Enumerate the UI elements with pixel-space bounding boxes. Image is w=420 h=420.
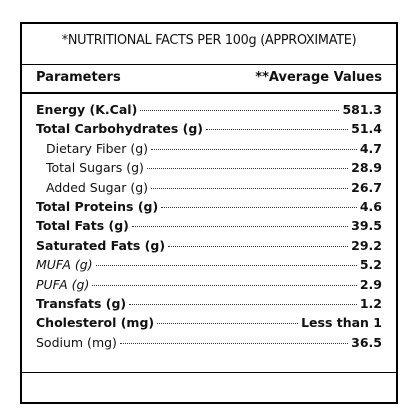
nutrient-name: PUFA (g): [36, 276, 90, 292]
leader-dots: [168, 245, 349, 247]
nutrient-row: PUFA (g) 2.9: [36, 277, 382, 296]
nutrient-row: Total Proteins (g) 4.6: [36, 199, 382, 218]
nutrient-name: MUFA (g): [36, 257, 93, 273]
nutrient-row: Total Carbohydrates (g) 51.4: [36, 121, 382, 140]
leader-dots: [92, 284, 357, 286]
rows: Energy (K.Cal) 581.3 Total Carbohydrates (…: [36, 102, 382, 354]
nutrient-row: Transfats (g) 1.2: [36, 296, 382, 315]
nutrition-label: *NUTRITIONAL FACTS PER 100g (APPROXIMATE…: [20, 22, 398, 404]
nutrient-value: 4.6: [359, 198, 382, 214]
nutrient-name: Total Sugars (g): [46, 160, 144, 176]
nutrient-value: 1.2: [359, 295, 382, 311]
column-header: Parameters **Average Values: [36, 70, 382, 85]
divider: [22, 92, 396, 94]
leader-dots: [151, 148, 357, 150]
nutrient-value: 36.5: [351, 334, 382, 350]
nutrient-row: Energy (K.Cal) 581.3: [36, 102, 382, 121]
nutrient-row: MUFA (g) 5.2: [36, 257, 382, 276]
nutrient-row: Saturated Fats (g) 29.2: [36, 238, 382, 257]
nutrient-name: Total Carbohydrates (g): [36, 121, 204, 137]
nutrient-name: Sodium (mg): [36, 334, 117, 350]
nutrient-row: Added Sugar (g) 26.7: [36, 180, 382, 199]
nutrient-value: 39.5: [351, 218, 382, 234]
nutrient-value: 2.9: [359, 276, 382, 292]
nutrient-row: Sodium (mg) 36.5: [36, 335, 382, 354]
nutrient-value: 28.9: [351, 160, 382, 176]
nutrient-row: Total Sugars (g) 28.9: [36, 160, 382, 179]
nutrient-value: 26.7: [351, 179, 382, 195]
nutrient-row: Dietary Fiber (g) 4.7: [36, 141, 382, 160]
leader-dots: [119, 342, 349, 344]
title: *NUTRITIONAL FACTS PER 100g (APPROXIMATE…: [61, 32, 357, 48]
leader-dots: [131, 226, 349, 228]
divider: [22, 64, 396, 65]
column-label: Parameters: [36, 70, 121, 85]
nutrient-name: Cholesterol (mg): [36, 315, 155, 331]
nutrient-row: Total Fats (g) 39.5: [36, 218, 382, 237]
leader-dots: [151, 187, 349, 189]
nutrient-name: Saturated Fats (g): [36, 237, 166, 253]
nutrient-name: Dietary Fiber (g): [46, 140, 149, 156]
leader-dots: [157, 323, 299, 325]
divider: [22, 372, 396, 373]
nutrient-name: Total Fats (g): [36, 218, 129, 234]
leader-dots: [206, 129, 349, 131]
nutrient-value: 581.3: [342, 102, 382, 117]
leader-dots: [129, 303, 357, 305]
leader-dots: [161, 206, 357, 208]
column-label: **Average Values: [255, 70, 382, 85]
nutrient-row: Cholesterol (mg) Less than 1: [36, 315, 382, 334]
nutrient-value: 51.4: [351, 121, 382, 137]
nutrient-value: 4.7: [359, 140, 382, 156]
leader-dots: [146, 168, 349, 170]
nutrient-name: Transfats (g): [36, 295, 127, 311]
nutrient-name: Added Sugar (g): [46, 179, 149, 195]
leader-dots: [95, 265, 357, 267]
nutrient-value: 5.2: [359, 257, 382, 273]
leader-dots: [140, 110, 340, 111]
nutrient-name: Energy (K.Cal): [36, 102, 138, 117]
nutrient-value: 29.2: [351, 237, 382, 253]
nutrient-value: Less than 1: [301, 315, 382, 331]
nutrient-name: Total Proteins (g): [36, 198, 159, 214]
